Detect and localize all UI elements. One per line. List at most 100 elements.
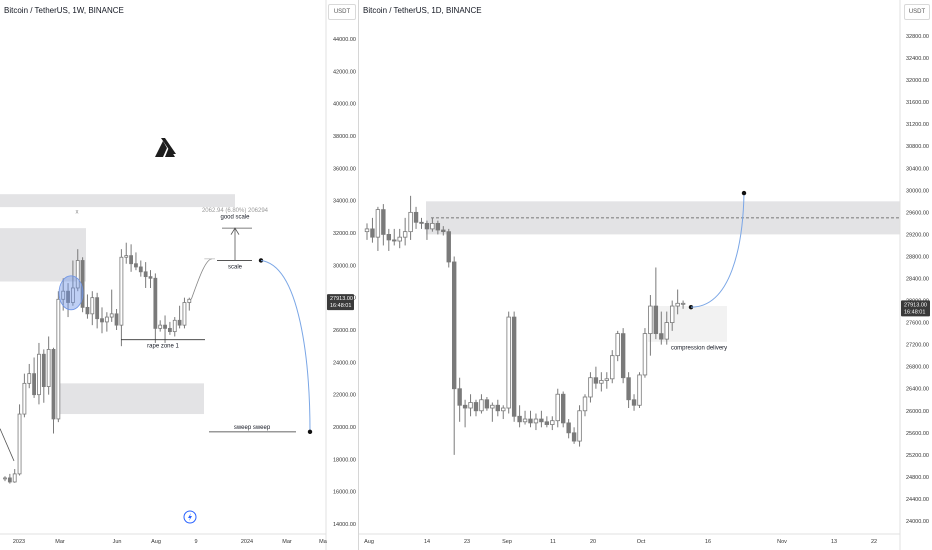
candle-body[interactable]	[539, 418, 544, 423]
candle-body[interactable]	[167, 327, 172, 333]
supply-demand-zone[interactable]	[60, 383, 204, 415]
candle-body[interactable]	[675, 302, 680, 307]
candle-body[interactable]	[495, 404, 500, 412]
candle-body[interactable]	[370, 228, 375, 238]
candle-body[interactable]	[413, 211, 419, 223]
candle-body[interactable]	[148, 276, 153, 279]
candle-body[interactable]	[522, 418, 528, 423]
candle-body[interactable]	[511, 316, 517, 417]
candle-body[interactable]	[620, 333, 626, 379]
candle-body[interactable]	[680, 302, 686, 305]
candle-body[interactable]	[158, 324, 163, 329]
candle-body[interactable]	[610, 355, 615, 380]
candle-body[interactable]	[560, 393, 566, 424]
currency-unit-button[interactable]: USDT	[904, 4, 930, 20]
waypoint-dot[interactable]	[688, 304, 694, 310]
target-dot[interactable]	[307, 429, 313, 435]
candle-body[interactable]	[22, 382, 27, 415]
candle-body[interactable]	[138, 266, 143, 273]
weekly-chart-svg[interactable]: rape zone 1 sweep sweep x 2062.94 (6.80%) 2…	[0, 0, 359, 550]
candle-body[interactable]	[582, 396, 588, 412]
candle-body[interactable]	[566, 422, 571, 434]
candle-body[interactable]	[95, 297, 100, 320]
candle-body[interactable]	[85, 306, 90, 315]
trend-line[interactable]	[0, 428, 15, 462]
candle-body[interactable]	[17, 413, 22, 475]
candle-body[interactable]	[533, 418, 539, 424]
candle-body[interactable]	[599, 380, 604, 384]
candle-body[interactable]	[550, 420, 555, 425]
candle-body[interactable]	[90, 297, 95, 315]
candle-body[interactable]	[506, 316, 511, 409]
candle-body[interactable]	[571, 432, 577, 442]
candle-body[interactable]	[631, 399, 637, 406]
candle-body[interactable]	[104, 316, 109, 323]
candle-body[interactable]	[51, 348, 56, 420]
candle-body[interactable]	[397, 236, 402, 242]
candle-body[interactable]	[435, 222, 441, 231]
candle-body[interactable]	[56, 298, 61, 420]
candle-body[interactable]	[577, 410, 582, 442]
candle-body[interactable]	[462, 404, 468, 409]
candle-body[interactable]	[163, 324, 167, 329]
candle-body[interactable]	[637, 374, 642, 406]
candle-body[interactable]	[457, 388, 462, 406]
candle-body[interactable]	[452, 261, 457, 390]
candle-body[interactable]	[479, 399, 484, 412]
candle-body[interactable]	[430, 222, 435, 230]
candle-body[interactable]	[109, 313, 114, 318]
candle-body[interactable]	[659, 333, 664, 340]
projection-path[interactable]	[690, 193, 745, 308]
projection-path[interactable]	[260, 259, 311, 432]
candle-body[interactable]	[46, 348, 51, 387]
candle-body[interactable]	[27, 373, 32, 384]
candle-body[interactable]	[187, 298, 192, 303]
target-dot[interactable]	[741, 190, 747, 196]
candle-body[interactable]	[182, 302, 187, 326]
candle-body[interactable]	[100, 318, 104, 323]
currency-unit-button[interactable]: USDT	[328, 4, 356, 20]
candle-body[interactable]	[134, 263, 138, 268]
current-price-label[interactable]	[901, 300, 930, 317]
candle-body[interactable]	[3, 477, 7, 480]
supply-demand-zone[interactable]	[0, 228, 86, 282]
candle-body[interactable]	[604, 378, 609, 381]
candle-body[interactable]	[75, 260, 80, 289]
candle-body[interactable]	[61, 290, 66, 300]
candle-body[interactable]	[664, 322, 669, 340]
candle-body[interactable]	[364, 228, 370, 233]
candle-body[interactable]	[653, 305, 659, 335]
candle-body[interactable]	[669, 305, 675, 323]
current-price-label[interactable]	[327, 294, 354, 311]
supply-demand-zone[interactable]	[0, 194, 235, 208]
candle-body[interactable]	[32, 373, 36, 396]
candle-body[interactable]	[143, 271, 148, 278]
candle-body[interactable]	[37, 353, 41, 396]
candle-body[interactable]	[484, 399, 490, 409]
candle-body[interactable]	[419, 221, 424, 224]
candle-body[interactable]	[114, 313, 119, 326]
candle-body[interactable]	[12, 473, 17, 483]
candle-body[interactable]	[381, 209, 386, 235]
projection-path[interactable]	[190, 258, 213, 300]
candle-body[interactable]	[517, 415, 522, 423]
highlight-circle[interactable]	[58, 275, 84, 311]
candle-body[interactable]	[375, 209, 381, 238]
candle-body[interactable]	[501, 407, 506, 412]
lightning-icon[interactable]	[183, 510, 197, 524]
candle-body[interactable]	[41, 353, 46, 387]
candle-body[interactable]	[648, 305, 653, 335]
candle-body[interactable]	[386, 234, 391, 241]
candle-body[interactable]	[446, 231, 451, 263]
candle-body[interactable]	[177, 319, 182, 326]
candle-body[interactable]	[593, 377, 599, 384]
candle-body[interactable]	[642, 333, 648, 376]
candle-body[interactable]	[468, 402, 473, 409]
candle-body[interactable]	[153, 277, 158, 329]
candle-body[interactable]	[402, 231, 408, 238]
candle-body[interactable]	[119, 256, 124, 326]
candle-body[interactable]	[172, 319, 177, 333]
weekly-chart-panel[interactable]: rape zone 1 sweep sweep x 2062.94 (6.80%) 2…	[0, 0, 359, 550]
candle-body[interactable]	[528, 418, 533, 424]
candle-body[interactable]	[615, 333, 620, 357]
